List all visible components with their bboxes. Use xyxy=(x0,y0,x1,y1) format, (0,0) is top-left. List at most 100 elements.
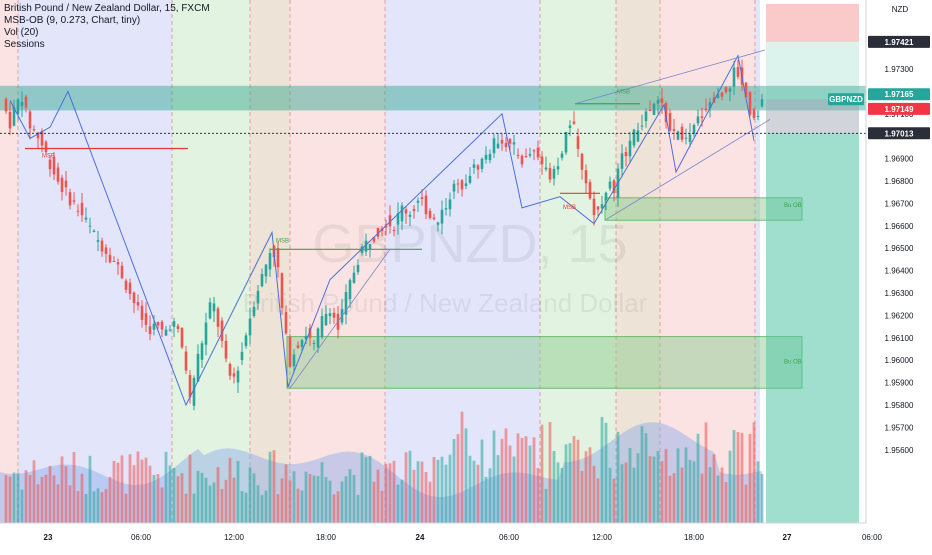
volume-bar xyxy=(256,485,260,523)
volume-bar xyxy=(72,451,76,523)
price-tick-label: 1.95600 xyxy=(885,446,914,455)
candle-body xyxy=(628,140,632,157)
price-tick-label: 1.96200 xyxy=(885,311,914,320)
candle-body xyxy=(468,175,472,183)
legend-title[interactable]: British Pound / New Zealand Dollar, 15, … xyxy=(4,3,210,14)
candle-body xyxy=(280,273,284,308)
candle-body xyxy=(508,138,512,144)
candle-body xyxy=(384,225,388,228)
candle-body xyxy=(664,103,668,123)
volume-bar xyxy=(392,460,396,523)
volume-bar xyxy=(236,461,240,523)
price-tick-label: 1.96300 xyxy=(885,289,914,298)
price-tag-text: 1.97165 xyxy=(885,90,914,99)
price-tick-label: 1.96800 xyxy=(885,177,914,186)
price-tag-bg xyxy=(868,127,930,140)
legend-indicator-vol[interactable]: Vol (20) xyxy=(4,27,39,38)
volume-bar xyxy=(600,416,604,523)
legend-indicator-sessions[interactable]: Sessions xyxy=(4,39,45,50)
volume-bar xyxy=(44,474,48,523)
volume-bar xyxy=(684,447,688,523)
volume-bar xyxy=(400,479,404,523)
volume-bar xyxy=(288,480,292,523)
candle-body xyxy=(428,210,432,218)
annotation-label: MSB xyxy=(42,153,55,159)
volume-bar xyxy=(184,493,188,523)
volume-bar xyxy=(452,439,456,523)
candle-body xyxy=(256,290,260,304)
volume-bar xyxy=(112,460,116,523)
candle-body xyxy=(312,342,316,344)
volume-bar xyxy=(492,430,496,523)
candle-body xyxy=(516,154,520,156)
volume-bar xyxy=(548,421,552,523)
volume-bar xyxy=(540,424,544,523)
candle-body xyxy=(124,280,128,290)
candle-body xyxy=(12,107,16,126)
volume-bar xyxy=(508,445,512,523)
candle-body xyxy=(244,335,248,347)
candle-body xyxy=(152,323,156,330)
volume-bar xyxy=(240,491,244,523)
volume-bar xyxy=(752,422,756,523)
volume-bar xyxy=(232,477,236,523)
candle-body xyxy=(604,192,608,200)
time-tick-label: 06:00 xyxy=(499,533,520,542)
candle-body xyxy=(276,247,280,268)
volume-bar xyxy=(560,467,564,523)
legend-indicator-msb[interactable]: MSB-OB (9, 0.273, Chart, tiny) xyxy=(4,15,141,26)
volume-bar xyxy=(8,476,12,523)
candle-body xyxy=(368,244,372,250)
candle-body xyxy=(20,101,24,107)
volume-bar xyxy=(628,447,632,523)
candle-body xyxy=(332,312,336,318)
price-tick-label: 1.96000 xyxy=(885,356,914,365)
volume-bar xyxy=(320,462,324,523)
volume-bar xyxy=(60,456,64,523)
candle-body xyxy=(584,170,588,184)
volume-bar xyxy=(196,470,200,523)
volume-bar xyxy=(304,471,308,523)
candle-body xyxy=(136,301,140,306)
volume-bar xyxy=(200,472,204,523)
candle-body xyxy=(576,136,580,149)
candle-body xyxy=(328,313,332,317)
candle-body xyxy=(260,274,264,287)
candle-body xyxy=(216,308,220,327)
symbol-watermark: GBPNZD, 15 British Pound / New Zealand D… xyxy=(243,214,648,318)
annotations: MSB MSB MSB MSB Bu OB Bu OB xyxy=(42,90,802,366)
time-tick-label: 18:00 xyxy=(316,533,337,542)
candle-body xyxy=(288,336,292,367)
candle-body xyxy=(72,200,76,202)
candle-body xyxy=(676,131,680,140)
volume-bar xyxy=(516,433,520,523)
volume-bar xyxy=(556,462,560,523)
candle-body xyxy=(392,230,396,232)
price-axis[interactable]: 1.973001.972001.971001.970001.969001.968… xyxy=(865,0,932,550)
volume-bar xyxy=(296,488,300,523)
candle-body xyxy=(204,322,208,345)
candle-body xyxy=(720,92,724,97)
volume-bar xyxy=(592,465,596,523)
candle-body xyxy=(488,153,492,161)
candle-body xyxy=(364,240,368,252)
candle-body xyxy=(176,325,180,329)
volume-bar xyxy=(740,432,744,523)
session-band xyxy=(172,0,250,523)
volume-bar xyxy=(212,482,216,523)
volume-bar xyxy=(352,474,356,523)
candle-body xyxy=(36,132,40,139)
candle-body xyxy=(648,109,652,111)
volume-bar xyxy=(736,431,740,523)
volume-bar xyxy=(116,462,120,523)
candle-body xyxy=(728,88,732,92)
candle-body xyxy=(460,180,464,190)
candle-body xyxy=(76,210,80,212)
volume-bar xyxy=(344,476,348,523)
time-axis[interactable]: 23 06:00 12:00 18:00 24 06:00 12:00 18:00 27 06:0… xyxy=(0,522,883,550)
volume-bar xyxy=(208,485,212,523)
candle-body xyxy=(452,183,456,192)
volume-bar xyxy=(532,437,536,523)
candle-body xyxy=(592,198,596,216)
